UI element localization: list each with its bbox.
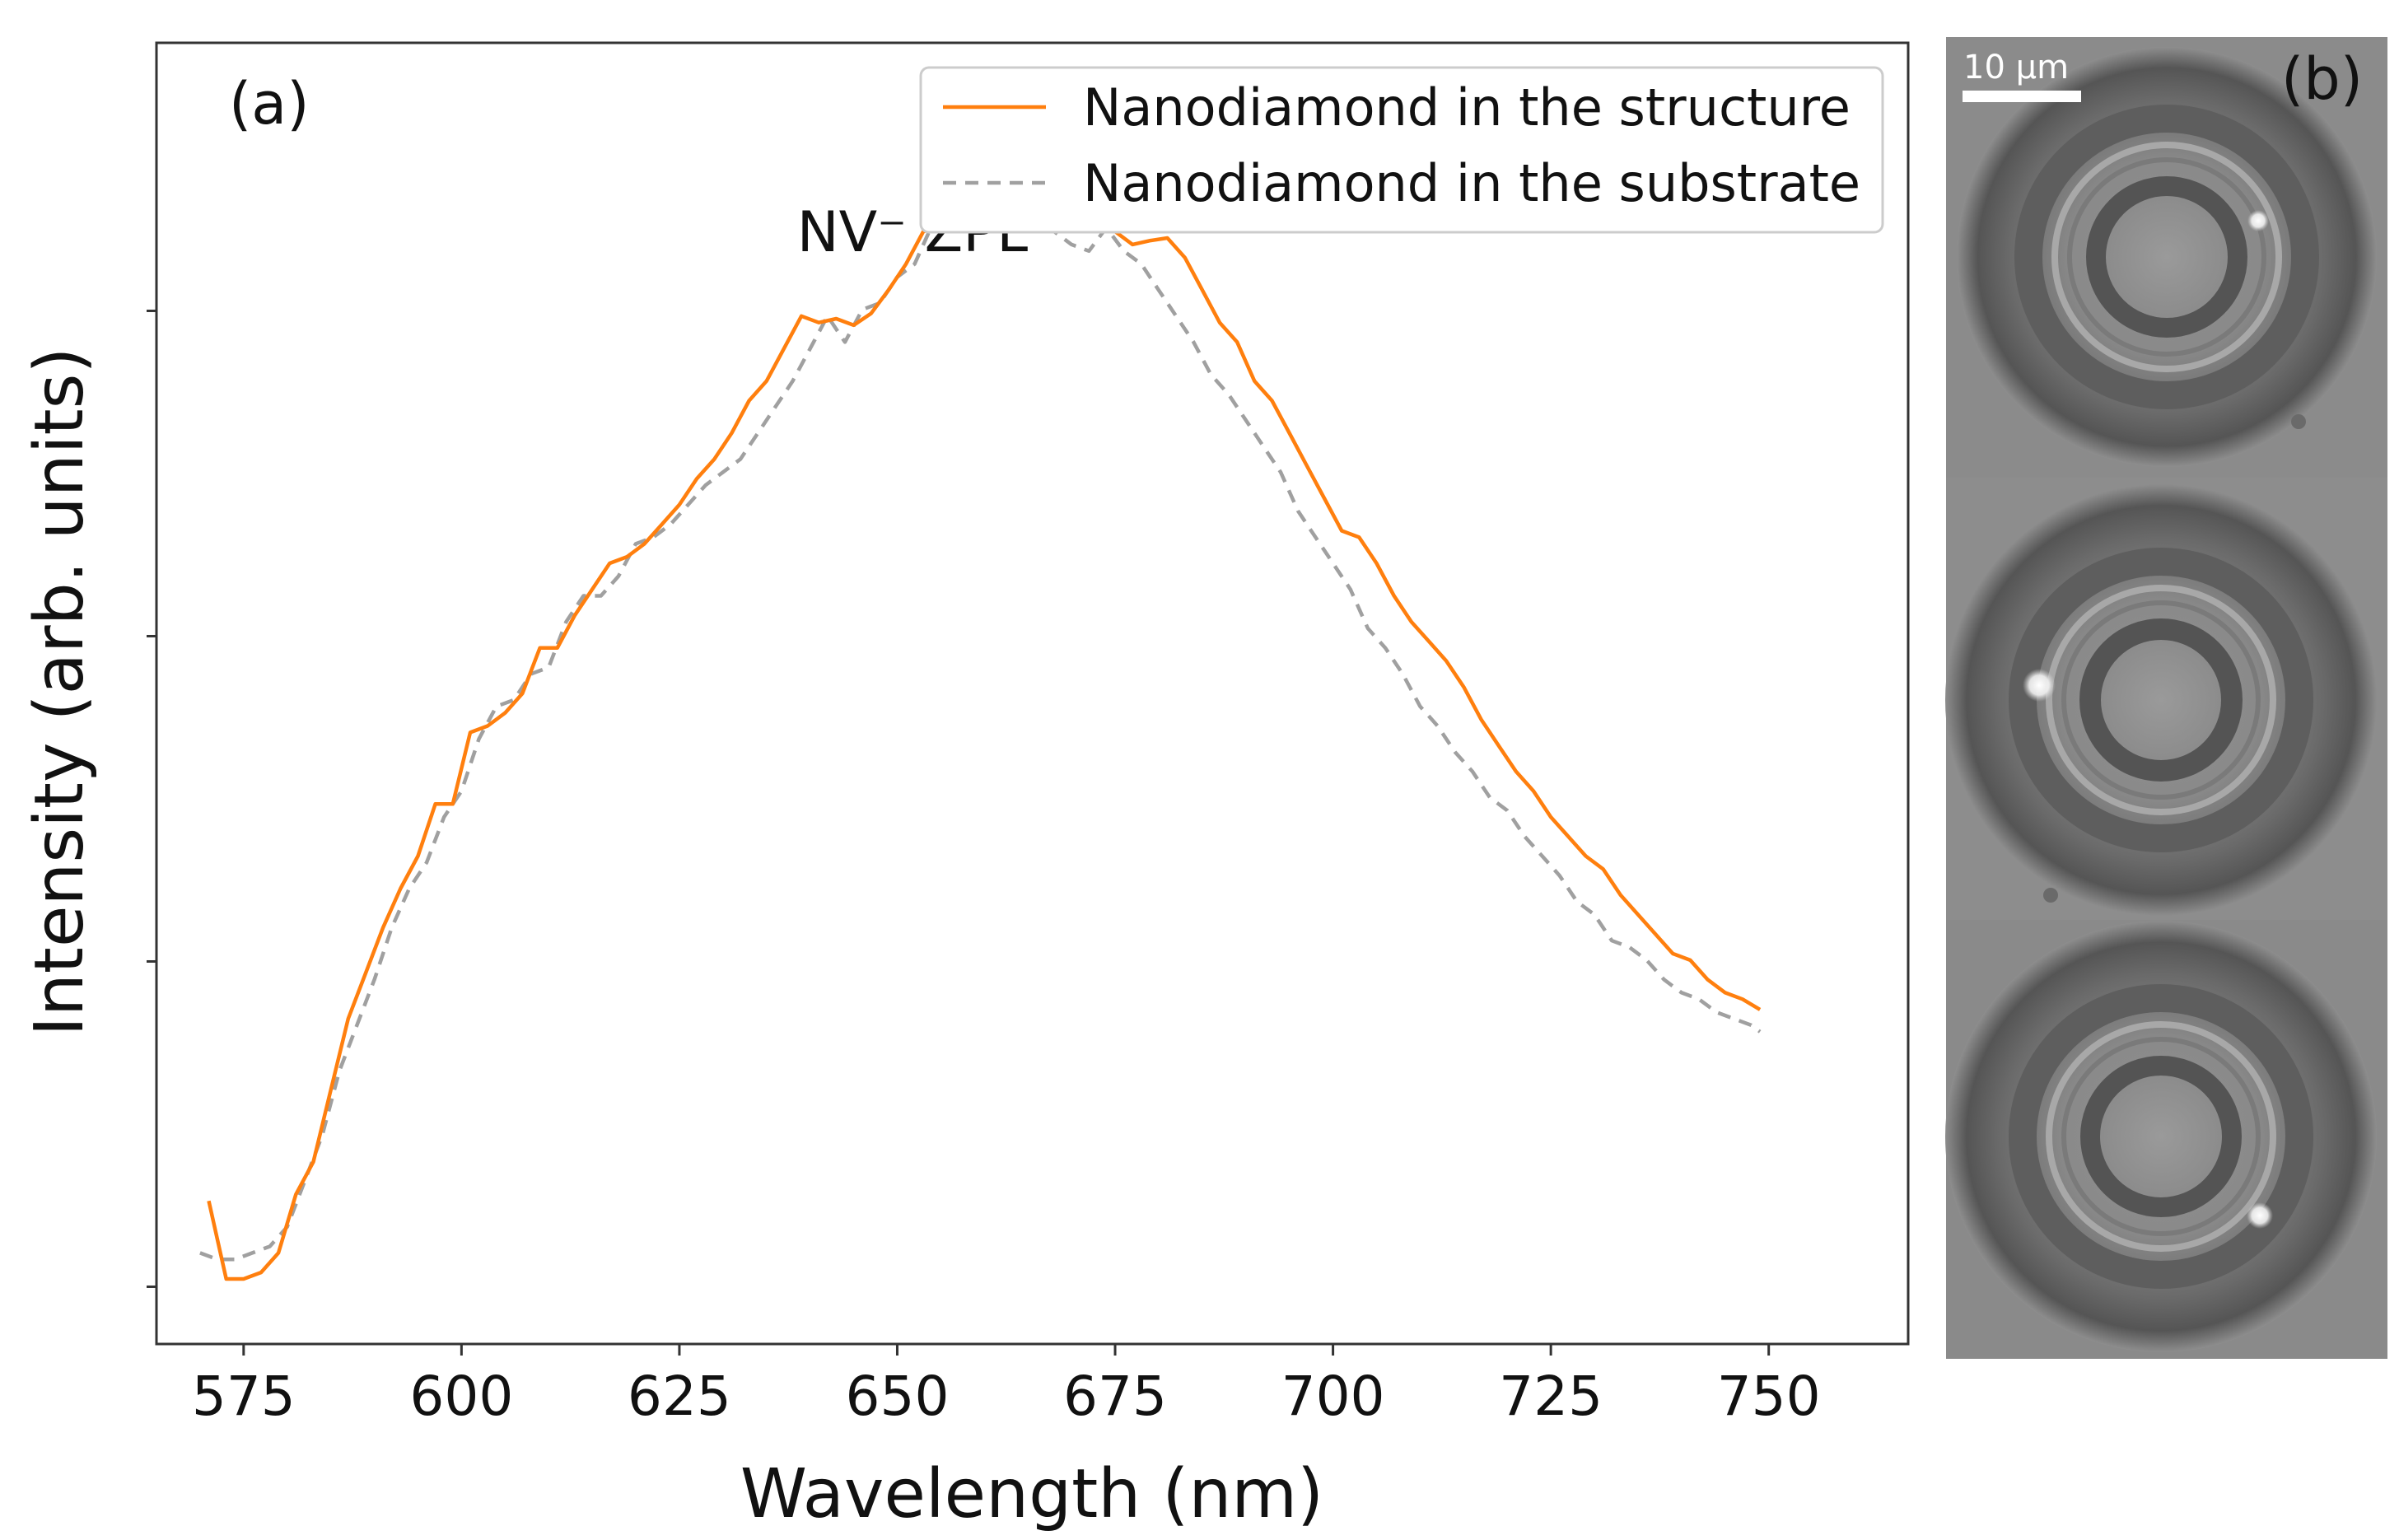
x-tick-label: 675: [1063, 1365, 1167, 1428]
micrograph-top: [1946, 37, 2387, 478]
y-axis-ticks: [147, 309, 156, 1288]
x-tick-label: 575: [192, 1365, 296, 1428]
x-tick-label: 650: [845, 1365, 949, 1428]
micrograph-middle: [1945, 478, 2387, 920]
legend-label-structure: Nanodiamond in the structure: [1083, 77, 1851, 138]
panel-a-label: (a): [229, 70, 310, 138]
panel-a-chart: 575 600 625 650 675 700 725 750 (a) NV⁻ ZPL Nan…: [21, 41, 1910, 1533]
nanodiamond-spot-bottom: [2247, 1202, 2273, 1229]
legend-box: [919, 66, 1884, 234]
panel-b-micrographs: 10 µm (b): [1945, 37, 2387, 1359]
legend-label-substrate: Nanodiamond in the substrate: [1083, 153, 1860, 213]
x-axis-ticks: 575 600 625 650 675 700 725 750: [192, 1344, 1821, 1428]
plot-area-frame: [155, 41, 1910, 1346]
legend: Nanodiamond in the structure Nanodiamond…: [919, 66, 1884, 234]
nanodiamond-spot-top: [2247, 210, 2269, 231]
scale-bar-label: 10 µm: [1963, 49, 2069, 86]
x-tick-label: 750: [1717, 1365, 1821, 1428]
x-tick-label: 625: [628, 1365, 731, 1428]
x-tick-label: 700: [1281, 1365, 1385, 1428]
x-tick-label: 600: [409, 1365, 513, 1428]
x-tick-label: 725: [1499, 1365, 1603, 1428]
micrograph-bottom: [1945, 920, 2387, 1359]
nanodiamond-spot-middle: [2023, 669, 2056, 702]
scale-bar: [1963, 91, 2081, 102]
panel-b-label: (b): [2281, 45, 2363, 113]
y-axis-title: Intensity (arb. units): [21, 348, 99, 1037]
x-axis-title: Wavelength (nm): [740, 1455, 1323, 1533]
